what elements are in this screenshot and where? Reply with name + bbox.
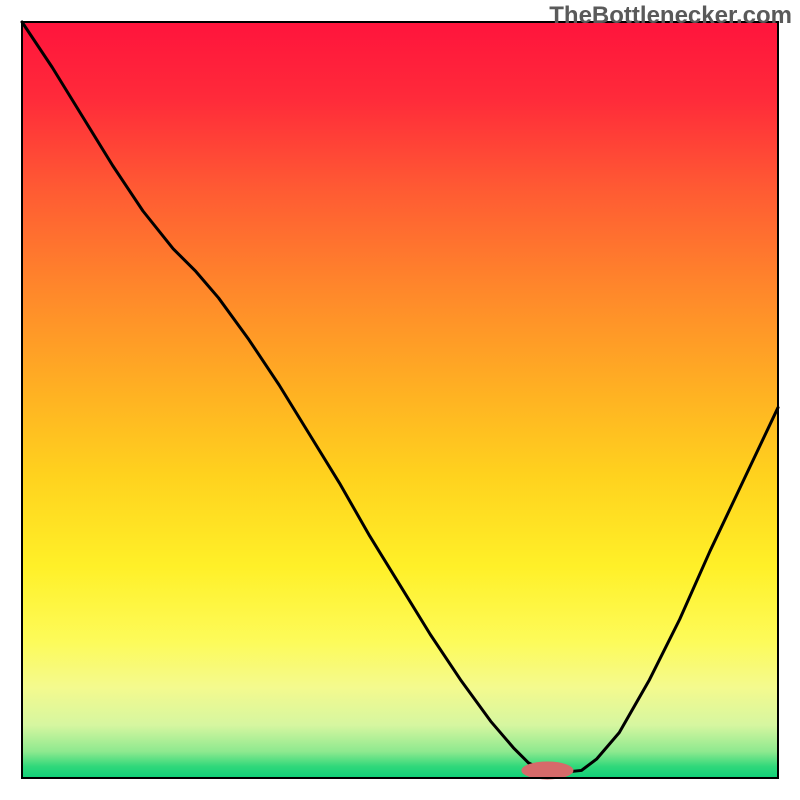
gradient-background [22, 22, 778, 778]
chart-container: TheBottlenecker.com [0, 0, 800, 800]
bottleneck-chart [0, 0, 800, 800]
attribution-label: TheBottlenecker.com [549, 2, 792, 30]
optimal-marker [521, 761, 573, 779]
